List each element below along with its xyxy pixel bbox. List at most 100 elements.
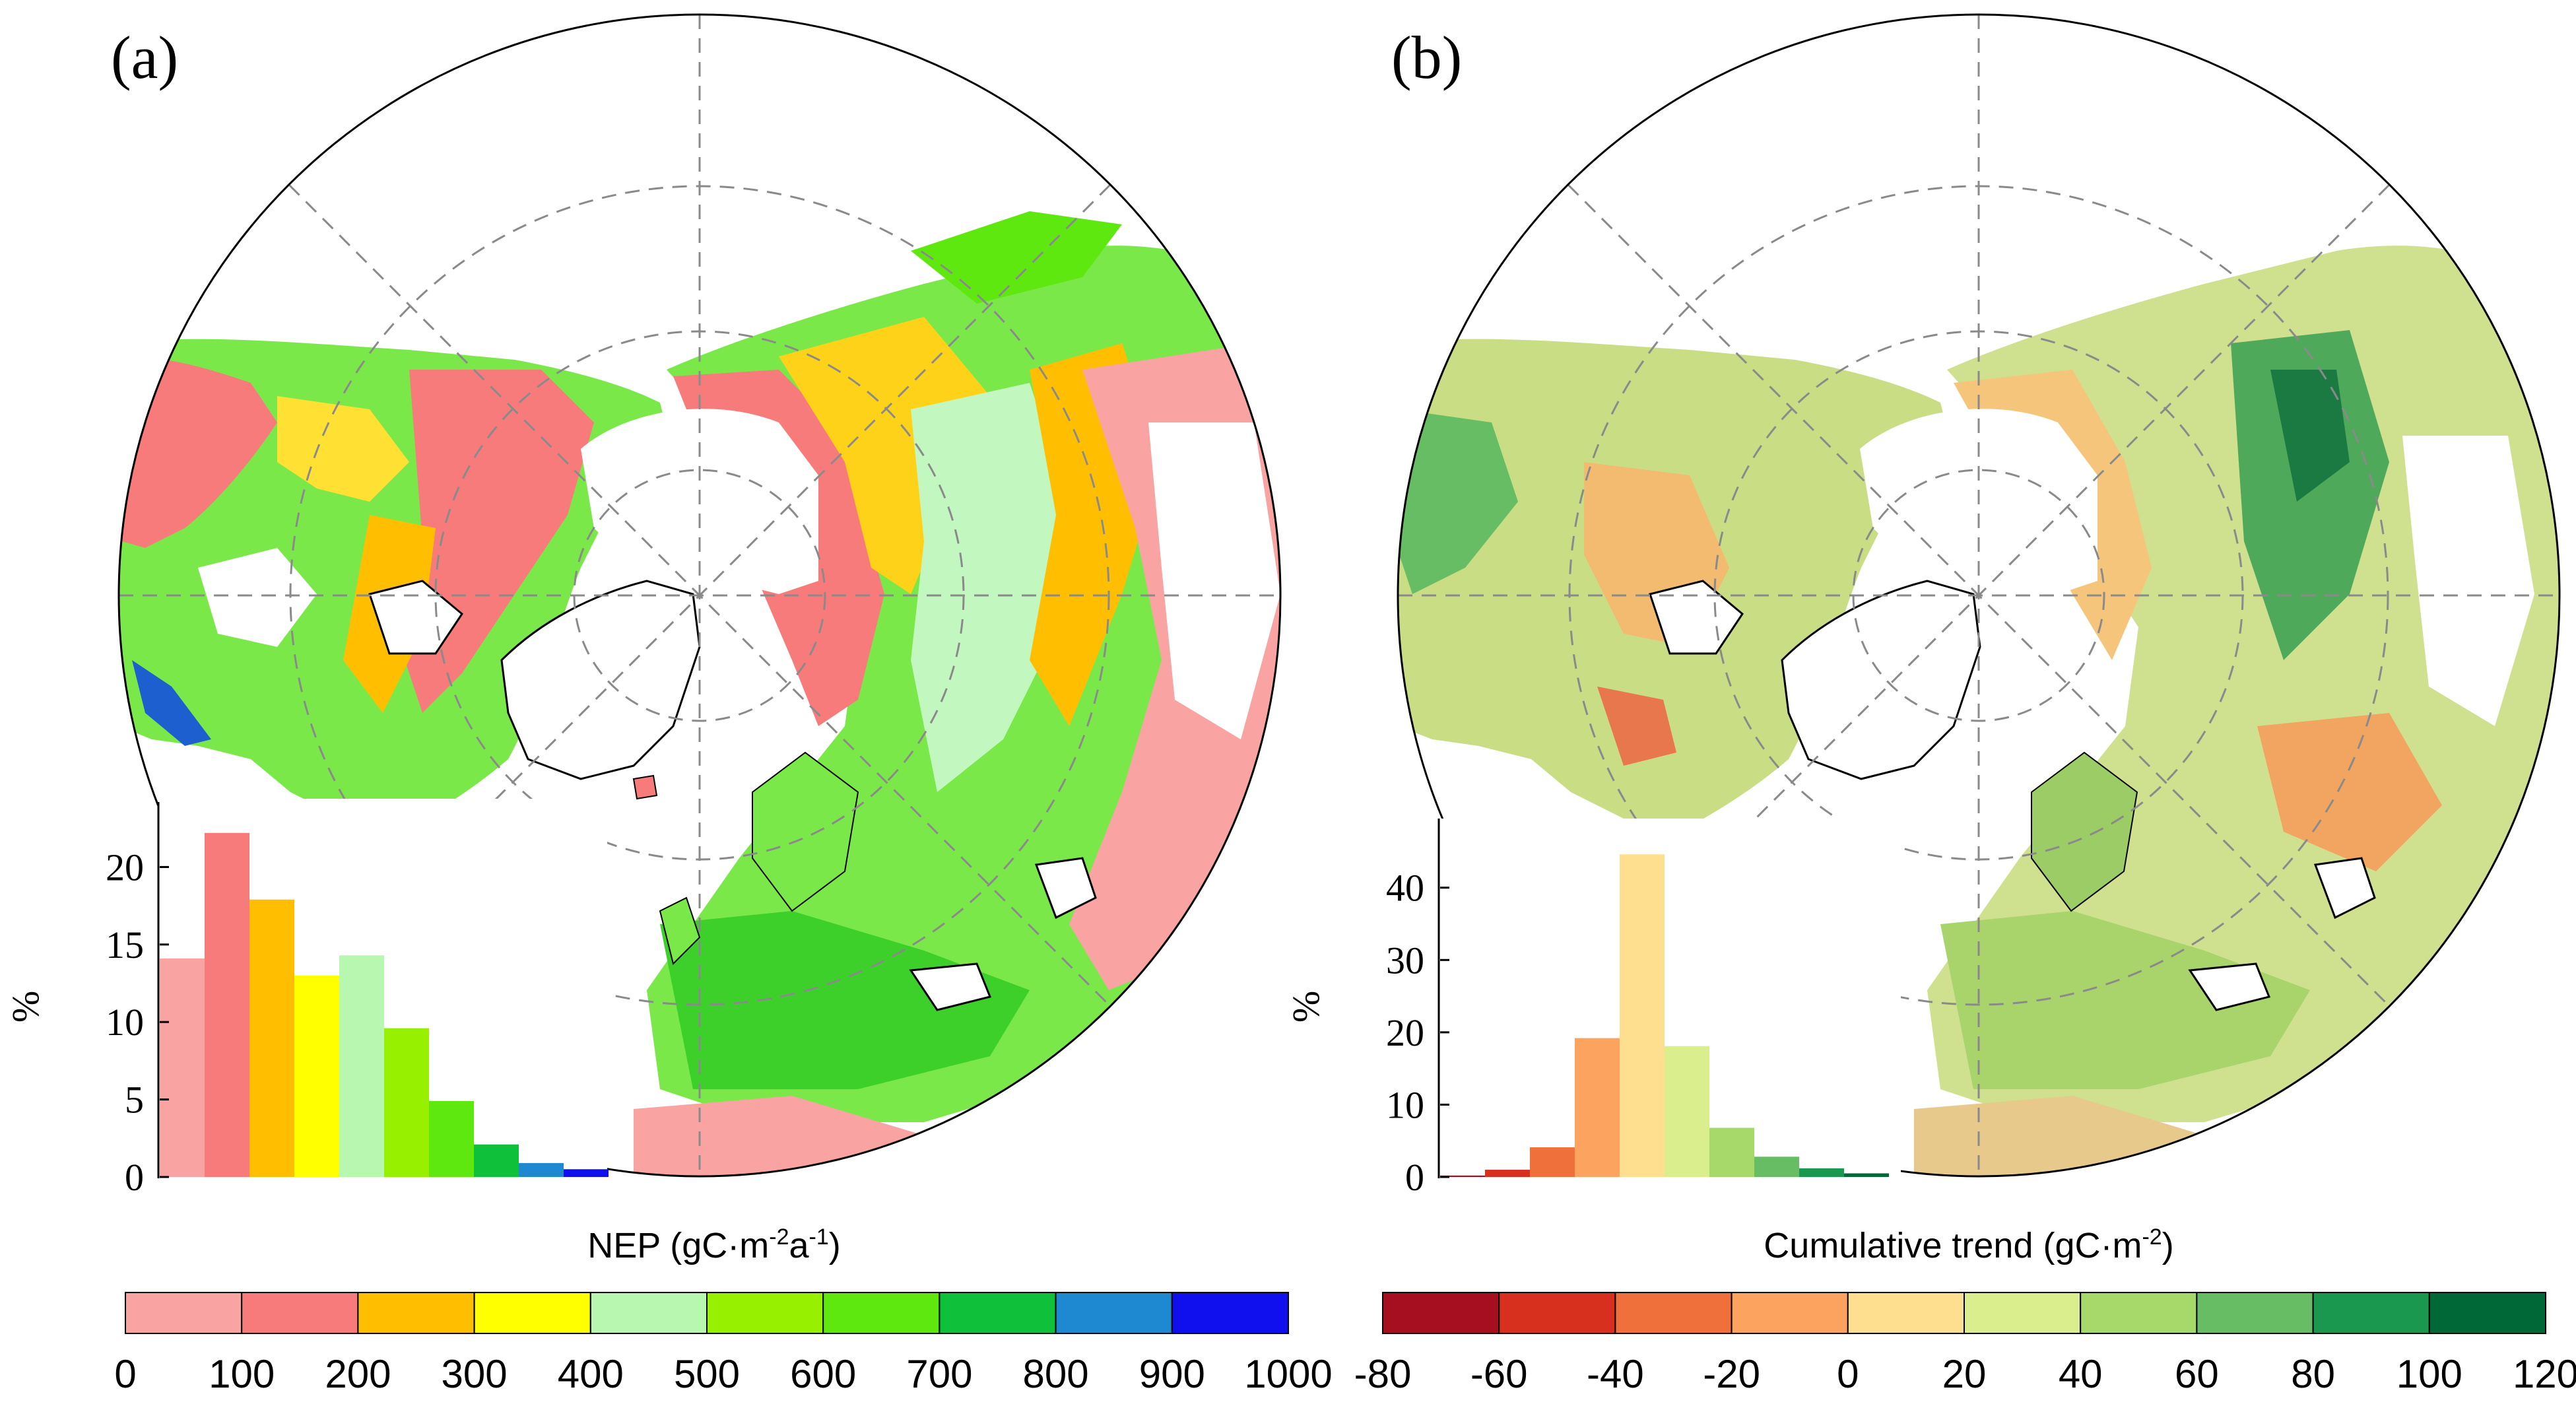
histogram-b: 0 10 20 30 40 %	[1284, 819, 1901, 1199]
map-a-british-isles	[659, 896, 701, 965]
colorbar-tick-label: 1000	[1244, 1352, 1332, 1396]
panel-b: (b) 0 10 20 30 40 % Cumulative trend (gC·m-2…	[1284, 13, 2576, 1396]
histogram-bar-600-700	[429, 1100, 474, 1177]
panel-b-label: (b)	[1391, 24, 1462, 91]
colorbar-segment	[241, 1292, 359, 1334]
histogram-bar-500-600	[384, 1028, 429, 1177]
map-b-caspian	[2313, 857, 2376, 920]
colorbar-b: Cumulative trend (gC·m-2) -80 -60 -40 -20 0 2…	[1354, 1225, 2576, 1396]
colorbar-segment	[125, 1292, 243, 1334]
colorbar-segment	[2312, 1292, 2430, 1334]
histogram-ytick-label: 0	[125, 1156, 144, 1199]
panel-a: (a) 0 5 10 15 20 % NEP (gC·m-2a-1) 0 100 200 30…	[4, 13, 1333, 1396]
histogram-bar-0-20	[1620, 854, 1665, 1177]
map-b-na-green-west	[1399, 409, 1518, 594]
colorbar-segment	[589, 1292, 708, 1334]
histogram-bar-900-1000	[564, 1169, 609, 1177]
histogram-bar-700-800	[474, 1144, 519, 1177]
colorbar-tick-label: 0	[1837, 1352, 1859, 1396]
histogram-ytick-label: 10	[106, 1001, 144, 1044]
colorbar-tick-label: -80	[1354, 1352, 1412, 1396]
colorbar-segment	[1382, 1292, 1500, 1334]
colorbar-tick-label: 600	[790, 1352, 856, 1396]
colorbar-segment	[939, 1292, 1057, 1334]
panel-a-label: (a)	[111, 24, 178, 91]
map-b-greenland	[1781, 580, 1981, 780]
colorbar-segment	[822, 1292, 941, 1334]
map-a-eurasia-mint	[911, 383, 1069, 792]
map-a-greenland	[500, 580, 701, 780]
colorbar-segment	[1498, 1292, 1616, 1334]
map-a-eurasia-white	[1148, 422, 1280, 739]
colorbar-segment	[1847, 1292, 1965, 1334]
colorbar-segment	[1731, 1292, 1849, 1334]
histogram-bar-20-40	[1665, 1046, 1709, 1177]
colorbar-tick-label: 700	[906, 1352, 972, 1396]
histogram-ytick-label: 10	[1386, 1083, 1424, 1126]
map-a-na-pink-west	[122, 356, 277, 548]
colorbar-tick-label: 300	[442, 1352, 508, 1396]
map-a-boundary	[117, 13, 1282, 1178]
colorbar-segment	[357, 1292, 475, 1334]
histogram-ytick-label: 5	[125, 1079, 144, 1122]
colorbar-tick-label: 120	[2513, 1352, 2576, 1396]
colorbar-segment	[1171, 1292, 1290, 1334]
histogram-bar-60-80	[1754, 1157, 1799, 1177]
map-b-hudson-bay	[1649, 580, 1744, 655]
histogram-bar-80-100	[1799, 1168, 1844, 1177]
colorbar-b-title: Cumulative trend (gC·m-2)	[1764, 1225, 2173, 1265]
colorbar-tick-label: 20	[1942, 1352, 1987, 1396]
histogram-ytick-label: 20	[1386, 1011, 1424, 1054]
colorbar-segment	[2196, 1292, 2314, 1334]
map-a-black-sea	[909, 962, 992, 1011]
map-a-europe-green	[660, 911, 1030, 1089]
map-a-graticule	[119, 15, 1280, 1176]
map-b-scandinavia	[2031, 751, 2138, 912]
histogram-bar-100-120	[1844, 1173, 1889, 1177]
colorbar-segment	[1055, 1292, 1173, 1334]
map-b-graticule	[1398, 15, 2559, 1176]
histogram-a-ylabel: %	[4, 991, 47, 1023]
histogram-bar-400-500	[339, 955, 384, 1177]
map-a-svalbard	[632, 774, 658, 800]
map-b	[1397, 13, 2561, 1178]
histogram-ytick-label: 30	[1386, 939, 1424, 982]
colorbar-segment	[1964, 1292, 2082, 1334]
colorbar-segment	[706, 1292, 824, 1334]
histogram-bar-100-200	[205, 832, 249, 1177]
histogram-bar-300-400	[294, 975, 339, 1177]
map-b-black-sea	[2188, 962, 2271, 1011]
map-b-eurasia-orange-east	[2257, 713, 2442, 871]
histogram-ytick-label: 40	[1386, 867, 1424, 910]
colorbar-tick-label: 800	[1023, 1352, 1089, 1396]
colorbar-tick-label: 0	[114, 1352, 136, 1396]
map-a-scandinavia	[752, 751, 859, 912]
histogram-ytick-label: 15	[106, 923, 144, 966]
map-a-na-white	[198, 548, 317, 647]
histogram-bar-800-900	[519, 1162, 564, 1177]
colorbar-tick-label: 100	[2396, 1352, 2462, 1396]
map-b-na-red	[1597, 687, 1676, 766]
colorbar-tick-label: 500	[674, 1352, 740, 1396]
histogram-bar-0-100	[160, 958, 205, 1177]
map-a-caspian	[1034, 857, 1097, 920]
histogram-bar--40--20	[1530, 1147, 1575, 1177]
colorbar-segment	[2428, 1292, 2547, 1334]
colorbar-segment	[473, 1292, 591, 1334]
map-b-europe	[1940, 911, 2310, 1089]
colorbar-tick-label: 80	[2291, 1352, 2335, 1396]
histogram-ytick-label: 20	[106, 846, 144, 889]
histogram-bar--80--60	[1440, 1175, 1485, 1177]
colorbar-tick-label: 40	[2059, 1352, 2103, 1396]
colorbar-segment	[2080, 1292, 2198, 1334]
histogram-a: 0 5 10 15 20 %	[4, 799, 609, 1199]
map-a-na-blue-coast	[132, 660, 211, 746]
colorbar-tick-label: -60	[1470, 1352, 1528, 1396]
colorbar-tick-label: -40	[1587, 1352, 1644, 1396]
colorbar-tick-label: 100	[209, 1352, 275, 1396]
map-b-eurasia-darkgreen	[2270, 370, 2350, 502]
colorbar-tick-label: 400	[558, 1352, 624, 1396]
histogram-bar-200-300	[249, 899, 294, 1177]
colorbar-a: NEP (gC·m-2a-1) 0 100 200 300 400 500 600 700 80…	[114, 1225, 1332, 1396]
